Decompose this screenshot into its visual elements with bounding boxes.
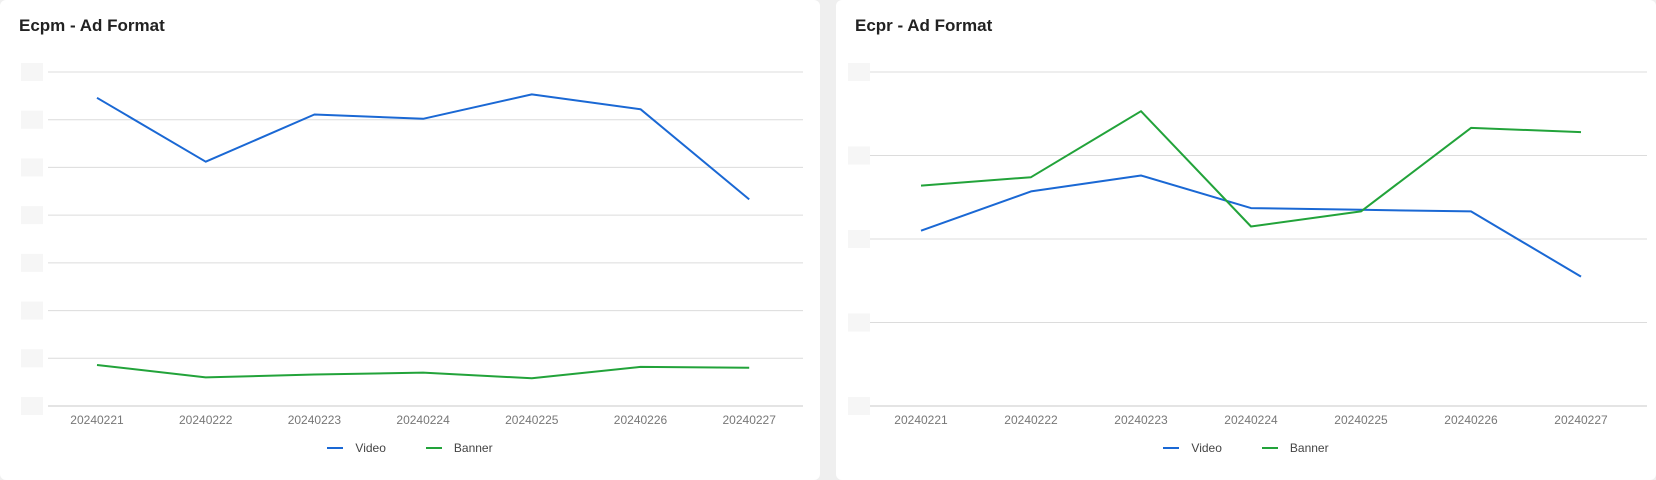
x-tick-label: 20240221: [894, 413, 948, 427]
legend-item-banner[interactable]: Banner: [1261, 441, 1329, 455]
y-tick-label-placeholder: [848, 146, 870, 165]
y-tick-label-placeholder: [21, 158, 43, 177]
y-tick-label-placeholder: [21, 253, 43, 272]
y-tick-label-placeholder: [21, 63, 43, 81]
series-line-banner[interactable]: [920, 110, 1582, 228]
x-tick-label: 20240227: [1554, 413, 1608, 427]
legend-banner-label: Banner: [1289, 441, 1329, 455]
y-tick-label-placeholder: [21, 301, 43, 320]
x-tick-label: 20240225: [505, 413, 559, 427]
legend-video-swatch: [327, 447, 344, 449]
legend-banner-label: Banner: [453, 441, 493, 455]
legend-item-video[interactable]: Video: [327, 441, 386, 455]
y-tick-label-placeholder: [848, 397, 870, 415]
chart-title: Ecpm - Ad Format: [19, 16, 165, 35]
legend-banner-swatch: [1261, 447, 1278, 449]
x-tick-label: 20240223: [1114, 413, 1168, 427]
x-tick-label: 20240224: [1224, 413, 1278, 427]
x-tick-label: 20240226: [1444, 413, 1498, 427]
x-tick-label: 20240222: [1004, 413, 1058, 427]
legend-banner-swatch: [425, 447, 442, 449]
chart-title: Ecpr - Ad Format: [855, 16, 993, 35]
series-line-video[interactable]: [96, 93, 750, 201]
x-tick-label: 20240227: [723, 413, 777, 427]
x-tick-label: 20240225: [1334, 413, 1388, 427]
legend-video-label: Video: [355, 441, 386, 455]
legend-video-swatch: [1163, 447, 1180, 449]
ecpr-chart-card: Ecpr - Ad Format 20240221 20240222 2024022…: [836, 0, 1656, 480]
chart-legend: Video Banner: [0, 441, 820, 455]
y-tick-label-placeholder: [848, 313, 870, 332]
x-tick-label: 20240223: [288, 413, 342, 427]
x-tick-label: 20240222: [179, 413, 233, 427]
y-tick-label-placeholder: [21, 110, 43, 129]
y-tick-label-placeholder: [848, 63, 870, 81]
x-tick-label: 20240221: [70, 413, 124, 427]
legend-video-label: Video: [1191, 441, 1222, 455]
x-tick-label: 20240226: [614, 413, 668, 427]
legend-item-video[interactable]: Video: [1163, 441, 1222, 455]
legend-item-banner[interactable]: Banner: [425, 441, 493, 455]
y-tick-label-placeholder: [21, 349, 43, 368]
ecpr-line-chart: 20240221 20240222 20240223 20240224 20240225…: [848, 63, 1647, 427]
chart-legend: Video Banner: [836, 441, 1656, 455]
y-tick-label-placeholder: [848, 230, 870, 248]
x-tick-label: 20240224: [396, 413, 450, 427]
ecpm-chart-card: Ecpm - Ad Format 20240221 20240222 2024022…: [0, 0, 820, 480]
ecpm-line-chart: 20240221 20240222 20240223 20240224 20240225…: [21, 63, 803, 427]
y-tick-label-placeholder: [21, 397, 43, 415]
series-line-banner[interactable]: [96, 364, 750, 380]
y-tick-label-placeholder: [21, 206, 43, 225]
